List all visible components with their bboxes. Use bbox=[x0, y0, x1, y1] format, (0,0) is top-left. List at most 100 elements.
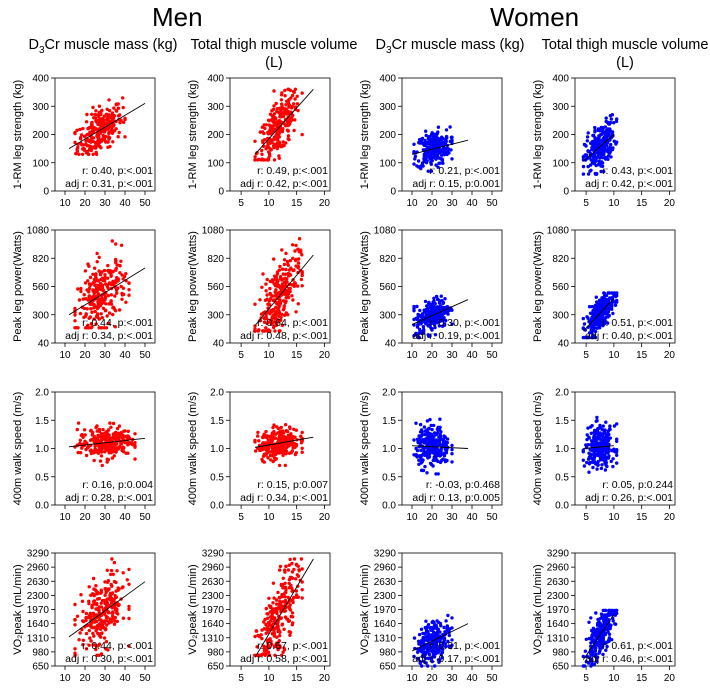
x-tick-label-r3-c2-0: 10 bbox=[406, 673, 418, 684]
data-point-r1-c1-253 bbox=[286, 263, 290, 267]
data-point-r0-c2-221 bbox=[440, 135, 444, 139]
data-point-r2-c3-249 bbox=[604, 435, 608, 439]
y-tick-label-r2-c3-0: 0.0 bbox=[555, 501, 569, 512]
data-point-r1-c1-156 bbox=[279, 315, 283, 319]
data-point-r1-c3-130 bbox=[607, 291, 611, 295]
data-point-r1-c0-22 bbox=[104, 302, 108, 306]
data-point-r0-c0-79 bbox=[121, 120, 126, 125]
data-point-r3-c1-177 bbox=[279, 604, 284, 608]
data-point-r2-c0-174 bbox=[80, 433, 84, 437]
data-point-r0-c1-35 bbox=[284, 141, 288, 145]
data-point-r3-c0-86 bbox=[109, 568, 114, 573]
x-tick-label-r0-c0-3: 40 bbox=[119, 198, 131, 209]
data-point-r2-c2-107 bbox=[445, 440, 449, 445]
data-point-r1-c1-251 bbox=[282, 304, 286, 308]
data-point-r2-c0-136 bbox=[76, 450, 80, 455]
x-tick-label-r3-c2-4: 50 bbox=[486, 673, 498, 684]
data-point-r2-c0-216 bbox=[120, 446, 125, 451]
data-point-r1-c1-130 bbox=[280, 312, 284, 316]
annotation-adj-r-r1-c0: adj r: 0.34, p:<.001 bbox=[65, 330, 153, 342]
data-point-r0-c3-256 bbox=[596, 142, 600, 147]
data-point-r1-c1-172 bbox=[274, 323, 279, 327]
data-point-r0-c1-244 bbox=[276, 120, 281, 125]
data-point-r3-c1-200 bbox=[287, 581, 291, 585]
data-point-r1-c1-33 bbox=[280, 248, 284, 252]
data-point-r0-c0-217 bbox=[107, 131, 111, 136]
data-point-r0-c3-230 bbox=[586, 131, 590, 135]
data-point-r0-c1-177 bbox=[285, 99, 289, 104]
data-point-r0-c1-202 bbox=[278, 111, 282, 116]
data-point-r1-c3-211 bbox=[607, 313, 611, 318]
data-point-r0-c0-14 bbox=[112, 106, 116, 110]
data-point-r1-c3-182 bbox=[607, 306, 611, 310]
data-point-r0-c0-245 bbox=[99, 118, 103, 122]
data-point-r1-c0-76 bbox=[90, 325, 94, 329]
data-point-r3-c0-235 bbox=[105, 619, 109, 623]
data-point-r3-c1-96 bbox=[300, 596, 304, 600]
data-point-r2-c0-124 bbox=[107, 451, 111, 455]
data-point-r1-c1-198 bbox=[268, 329, 272, 333]
data-point-r2-c3-191 bbox=[603, 428, 607, 432]
y-tick-label-r3-c1-7: 2960 bbox=[202, 563, 225, 574]
y-tick-label-r0-c2-2: 200 bbox=[379, 130, 396, 141]
data-point-r2-c3-239 bbox=[615, 448, 619, 452]
data-point-r3-c0-192 bbox=[127, 616, 131, 621]
data-point-r1-c2-192 bbox=[442, 316, 446, 320]
data-point-r2-c1-106 bbox=[277, 463, 282, 468]
data-point-r0-c0-255 bbox=[96, 113, 100, 117]
y-tick-label-r2-c2-4: 2.0 bbox=[382, 388, 396, 399]
data-point-r3-c1-210 bbox=[284, 564, 288, 569]
data-point-r2-c2-58 bbox=[429, 423, 433, 428]
data-point-r2-c3-217 bbox=[584, 445, 589, 450]
data-point-r0-c3-163 bbox=[584, 144, 588, 148]
data-point-r2-c2-250 bbox=[425, 431, 430, 436]
annotation-r-r0-c1: r: 0.49, p:<.001 bbox=[257, 165, 328, 177]
data-point-r2-c3-220 bbox=[610, 448, 614, 453]
data-point-r3-c0-175 bbox=[100, 631, 104, 635]
data-point-r1-c1-91 bbox=[300, 253, 304, 257]
data-point-r3-c0-254 bbox=[113, 606, 118, 610]
data-point-r0-c2-232 bbox=[440, 153, 444, 157]
data-point-r1-c2-239 bbox=[418, 308, 422, 313]
data-point-r0-c1-42 bbox=[260, 148, 264, 153]
data-point-r3-c0-257 bbox=[99, 635, 103, 639]
y-tick-label-r0-c0-0: 0 bbox=[43, 187, 49, 198]
data-point-r0-c0-24 bbox=[79, 133, 84, 137]
data-point-r0-c0-237 bbox=[121, 96, 125, 100]
annotation-adj-r-r1-c1: adj r: 0.48, p:<.001 bbox=[240, 330, 328, 342]
x-tick-label-r0-c0-2: 30 bbox=[99, 198, 111, 209]
data-point-r0-c2-206 bbox=[439, 157, 443, 161]
annotation-r-r1-c0: r: 0.44, p:<.001 bbox=[82, 317, 153, 329]
data-point-r0-c2-2 bbox=[426, 169, 430, 173]
data-point-r0-c0-235 bbox=[101, 133, 105, 138]
data-point-r2-c0-7 bbox=[115, 426, 120, 431]
data-point-r1-c0-130 bbox=[118, 271, 122, 275]
data-point-r3-c0-5 bbox=[127, 567, 131, 572]
fit-line-r1-c2 bbox=[411, 299, 469, 325]
data-point-r3-c1-253 bbox=[285, 617, 290, 621]
data-point-r1-c3-125 bbox=[587, 335, 591, 340]
y-tick-label-r2-c3-4: 2.0 bbox=[555, 388, 569, 399]
data-point-r3-c1-254 bbox=[274, 606, 278, 611]
x-tick-label-r3-c2-2: 30 bbox=[446, 673, 458, 684]
y-tick-label-r3-c0-2: 1310 bbox=[27, 633, 50, 644]
data-point-r1-c0-165 bbox=[92, 317, 96, 321]
data-point-r3-c1-198 bbox=[256, 633, 260, 638]
y-tick-label-r0-c1-0: 0 bbox=[218, 187, 224, 198]
data-point-r0-c1-237 bbox=[259, 158, 263, 162]
data-point-r1-c1-223 bbox=[261, 329, 265, 333]
data-point-r3-c0-149 bbox=[120, 586, 124, 590]
x-tick-label-r3-c0-4: 50 bbox=[139, 673, 151, 684]
data-point-r1-c1-178 bbox=[273, 316, 277, 320]
data-point-r2-c2-255 bbox=[436, 452, 440, 456]
data-point-r0-c0-160 bbox=[79, 135, 83, 140]
data-point-r0-c0-247 bbox=[98, 138, 102, 143]
data-point-r1-c1-250 bbox=[270, 316, 274, 321]
data-point-r2-c0-122 bbox=[129, 440, 134, 445]
data-point-r0-c3-235 bbox=[592, 141, 596, 146]
data-point-r0-c1-154 bbox=[292, 128, 296, 133]
data-point-r2-c3-257 bbox=[604, 458, 608, 462]
data-point-r3-c1-168 bbox=[290, 576, 295, 580]
data-point-r0-c2-193 bbox=[429, 158, 433, 162]
data-point-r1-c1-125 bbox=[260, 285, 264, 289]
